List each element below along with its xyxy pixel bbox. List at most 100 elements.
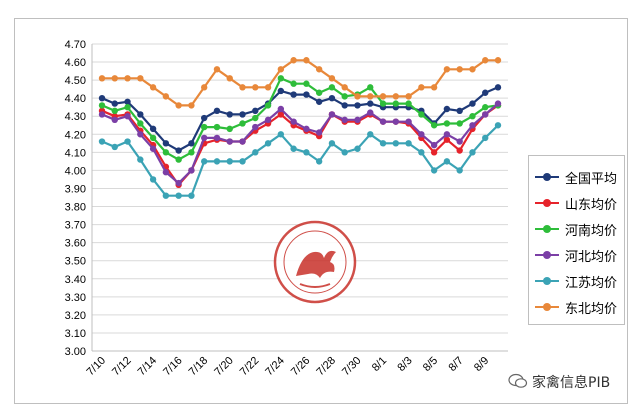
data-point <box>469 122 476 129</box>
data-point <box>303 149 310 156</box>
data-point <box>392 93 400 100</box>
series-5 <box>98 57 502 109</box>
y-tick-label: 3.50 <box>65 256 86 268</box>
data-point <box>213 66 221 73</box>
data-point <box>418 131 425 138</box>
y-tick-label: 3.10 <box>65 328 86 340</box>
data-point <box>290 118 297 125</box>
legend-swatch-marker <box>543 173 551 181</box>
data-point <box>494 100 502 107</box>
data-point <box>341 102 348 109</box>
data-point <box>226 158 233 165</box>
legend-swatch-marker <box>543 225 551 233</box>
data-point <box>175 192 182 199</box>
data-point <box>149 125 157 133</box>
data-point <box>149 145 157 152</box>
y-tick-label: 4.30 <box>65 111 86 123</box>
data-point <box>239 84 246 91</box>
data-point <box>162 169 170 176</box>
data-point <box>494 122 502 129</box>
y-tick-label: 3.80 <box>65 202 86 214</box>
x-tick-label: 7/20 <box>212 355 236 379</box>
data-point <box>354 145 361 152</box>
data-point <box>430 149 438 156</box>
data-point <box>124 98 131 105</box>
x-tick-label: 7/10 <box>84 355 108 379</box>
legend-item: 江苏均价 <box>535 270 623 292</box>
data-point <box>137 120 144 127</box>
y-tick-label: 4.20 <box>65 129 86 141</box>
data-point <box>405 140 412 147</box>
data-point <box>315 89 323 96</box>
data-point <box>443 131 451 138</box>
data-point <box>418 149 425 156</box>
data-point <box>111 143 118 151</box>
wechat-icon <box>508 373 528 388</box>
data-point <box>328 75 336 82</box>
data-point <box>315 98 323 105</box>
legend-swatch-marker <box>543 199 551 207</box>
data-point <box>456 147 463 154</box>
data-point <box>175 156 182 163</box>
y-tick-label: 4.40 <box>65 93 86 105</box>
data-point <box>200 84 208 91</box>
data-point <box>354 102 361 109</box>
y-tick-label: 3.90 <box>65 183 86 195</box>
data-point <box>162 140 170 147</box>
data-point <box>149 134 157 142</box>
data-point <box>111 107 118 115</box>
data-point <box>328 140 336 147</box>
data-point <box>430 84 438 91</box>
y-tick-label: 4.70 <box>65 39 86 51</box>
data-point <box>239 158 246 165</box>
data-point <box>200 114 208 122</box>
data-point <box>341 116 348 124</box>
legend-swatch-marker <box>543 251 551 259</box>
data-point <box>149 84 157 91</box>
data-point <box>443 66 451 73</box>
data-point <box>200 134 208 142</box>
data-point <box>392 100 400 107</box>
data-point <box>456 167 463 174</box>
data-point <box>482 134 489 142</box>
data-point <box>469 100 476 107</box>
data-point <box>124 113 131 120</box>
series-3 <box>98 100 502 187</box>
y-tick-label: 4.50 <box>65 75 86 87</box>
x-tick-label: 7/28 <box>314 355 338 379</box>
legend-item: 山东均价 <box>535 192 623 214</box>
x-tick-label: 7/24 <box>263 355 287 379</box>
data-point <box>290 57 297 64</box>
data-point <box>341 84 348 91</box>
data-point <box>290 145 297 152</box>
data-point <box>124 75 131 82</box>
data-point <box>188 149 195 156</box>
data-point <box>277 66 285 73</box>
data-point <box>482 111 489 118</box>
data-point <box>405 100 412 107</box>
data-point <box>456 66 463 73</box>
data-point <box>175 147 182 154</box>
data-point <box>482 57 489 64</box>
data-point <box>124 138 131 145</box>
y-tick-label: 3.60 <box>65 238 86 250</box>
legend-item: 东北均价 <box>535 296 623 318</box>
data-point <box>162 149 170 156</box>
data-point <box>200 158 208 165</box>
data-point <box>392 118 400 125</box>
source-watermark: 家禽信息PIB <box>532 375 611 391</box>
y-tick-label: 3.70 <box>65 220 86 232</box>
data-point <box>137 131 144 138</box>
data-point <box>418 111 425 118</box>
data-point <box>226 125 233 133</box>
data-point <box>226 111 233 118</box>
x-tick-label: 7/14 <box>136 355 160 379</box>
data-point <box>341 149 348 156</box>
data-point <box>188 102 195 109</box>
data-point <box>443 136 451 143</box>
data-point <box>430 122 438 129</box>
series-0 <box>98 84 502 154</box>
data-point <box>264 140 272 147</box>
x-tick-label: 8/3 <box>395 355 414 374</box>
